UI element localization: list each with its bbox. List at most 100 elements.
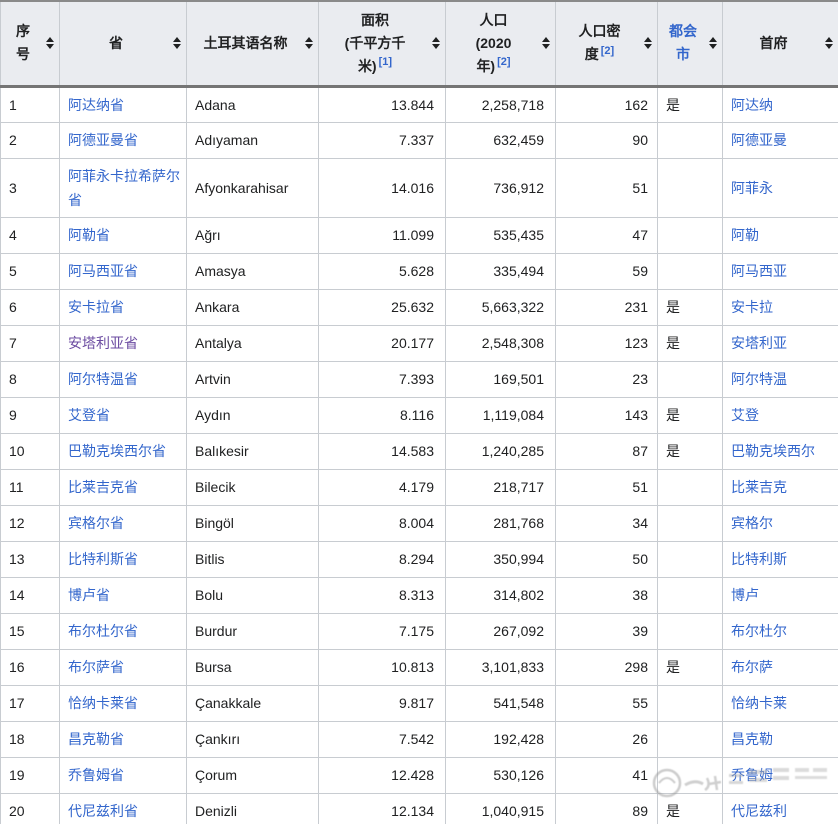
cell-capital: 阿勒 [722,216,838,254]
cell-density: 47 [555,216,658,254]
cell-index: 14 [0,576,60,614]
cell-index: 4 [0,216,60,254]
cell-capital-link[interactable]: 阿达纳 [731,96,773,113]
cell-province-link[interactable]: 阿勒省 [68,227,110,243]
sort-icon[interactable] [644,37,652,50]
cell-province-link[interactable]: 恰纳卡莱省 [68,695,138,711]
sort-icon[interactable] [46,37,54,50]
cell-density: 90 [555,121,658,159]
sort-icon[interactable] [305,37,313,50]
cell-capital-link[interactable]: 阿尔特温 [731,371,787,387]
reference-link[interactable]: [1] [378,56,393,69]
cell-capital-link[interactable]: 布尔杜尔 [731,623,787,639]
cell-capital-link[interactable]: 阿马西亚 [731,263,787,279]
cell-area: 25.632 [318,288,446,326]
cell-province-link[interactable]: 博卢省 [68,587,110,603]
cell-capital-link[interactable]: 安卡拉 [731,299,773,315]
cell-capital-link[interactable]: 恰纳卡莱 [731,695,787,711]
header-label: 面积 [361,11,389,28]
column-header-density[interactable]: 人口密度 [2] [555,0,658,88]
cell-province-link[interactable]: 比莱吉克省 [68,479,138,495]
sort-icon[interactable] [825,37,833,50]
cell-province-link[interactable]: 阿达纳省 [68,96,124,113]
cell-capital-link[interactable]: 阿勒 [731,227,759,243]
header-label[interactable]: 都会 [669,23,697,40]
cell-index: 8 [0,360,60,398]
cell-province-link[interactable]: 比特利斯省 [68,551,138,567]
cell-metropolitan [657,504,723,542]
column-header-population[interactable]: 人口 (2020 年) [2] [445,0,556,88]
cell-province: 博卢省 [59,576,187,614]
cell-area: 14.016 [318,157,446,218]
column-header-num[interactable]: 序号 [0,0,60,88]
cell-province-link[interactable]: 布尔杜尔省 [68,623,138,639]
cell-province-link[interactable]: 安塔利亚省 [68,335,138,351]
table-row: 8 阿尔特温省 Artvin 7.393 169,501 23 阿尔特温 [0,360,838,398]
sort-icon[interactable] [173,37,181,50]
cell-population: 350,994 [445,540,556,578]
cell-capital: 乔鲁姆 [722,756,838,794]
cell-population: 218,717 [445,468,556,506]
cell-area: 7.337 [318,121,446,159]
cell-province-link[interactable]: 安卡拉省 [68,299,124,315]
cell-capital-link[interactable]: 乔鲁姆 [731,767,773,783]
cell-area: 12.134 [318,792,446,824]
cell-capital: 巴勒克埃西尔 [722,432,838,470]
cell-population: 192,428 [445,720,556,758]
cell-province-link[interactable]: 阿德亚曼省 [68,132,138,148]
column-header-area[interactable]: 面积 (千平方千 米) [1] [318,0,446,88]
cell-turkish-name: Adana [186,85,319,123]
column-header-province[interactable]: 省 [59,0,187,88]
sort-icon[interactable] [432,37,440,50]
cell-metropolitan: 是 [657,792,723,824]
cell-capital-link[interactable]: 代尼兹利 [731,803,787,819]
cell-capital: 布尔萨 [722,648,838,686]
cell-capital-link[interactable]: 艾登 [731,407,759,423]
cell-capital-link[interactable]: 博卢 [731,587,759,603]
sort-icon[interactable] [542,37,550,50]
table-row: 12 宾格尔省 Bingöl 8.004 281,768 34 宾格尔 [0,504,838,542]
column-header-capital[interactable]: 首府 [722,0,838,88]
cell-population: 736,912 [445,157,556,218]
cell-density: 162 [555,85,658,123]
cell-province-link[interactable]: 宾格尔省 [68,515,124,531]
cell-province: 艾登省 [59,396,187,434]
cell-capital-link[interactable]: 宾格尔 [731,515,773,531]
reference-link[interactable]: [2] [497,56,511,69]
cell-province-link[interactable]: 阿菲永卡拉希萨尔省 [68,167,180,208]
header-label: 人口密 [578,23,621,40]
cell-capital-link[interactable]: 巴勒克埃西尔 [731,443,815,459]
cell-province-link[interactable]: 阿尔特温省 [68,371,138,387]
cell-province-link[interactable]: 昌克勒省 [68,731,124,747]
column-header-turkish[interactable]: 土耳其语名称 [186,0,319,88]
cell-metropolitan [657,540,723,578]
cell-capital-link[interactable]: 阿德亚曼 [731,132,787,148]
cell-province: 安塔利亚省 [59,324,187,362]
cell-capital: 安塔利亚 [722,324,838,362]
header-label[interactable]: 市 [676,46,690,63]
cell-population: 3,101,833 [445,648,556,686]
cell-province-link[interactable]: 代尼兹利省 [68,803,138,819]
cell-index: 18 [0,720,60,758]
cell-capital-link[interactable]: 布尔萨 [731,659,773,675]
column-header-metro[interactable]: 都会市 [657,0,723,88]
cell-province-link[interactable]: 艾登省 [68,407,110,423]
cell-metropolitan: 是 [657,648,723,686]
cell-capital-link[interactable]: 比特利斯 [731,551,787,567]
cell-province-link[interactable]: 乔鲁姆省 [68,767,124,783]
cell-index: 3 [0,157,60,218]
cell-province-link[interactable]: 阿马西亚省 [68,263,138,279]
cell-capital-link[interactable]: 昌克勒 [731,731,773,747]
cell-capital-link[interactable]: 比莱吉克 [731,479,787,495]
cell-population: 169,501 [445,360,556,398]
cell-metropolitan [657,468,723,506]
sort-icon[interactable] [709,37,717,50]
cell-population: 1,040,915 [445,792,556,824]
cell-province-link[interactable]: 布尔萨省 [68,659,124,675]
cell-capital-link[interactable]: 安塔利亚 [731,335,787,351]
cell-province-link[interactable]: 巴勒克埃西尔省 [68,443,166,459]
reference-link[interactable]: [2] [600,44,615,57]
cell-turkish-name: Bilecik [186,468,319,506]
cell-capital-link[interactable]: 阿菲永 [731,179,773,196]
